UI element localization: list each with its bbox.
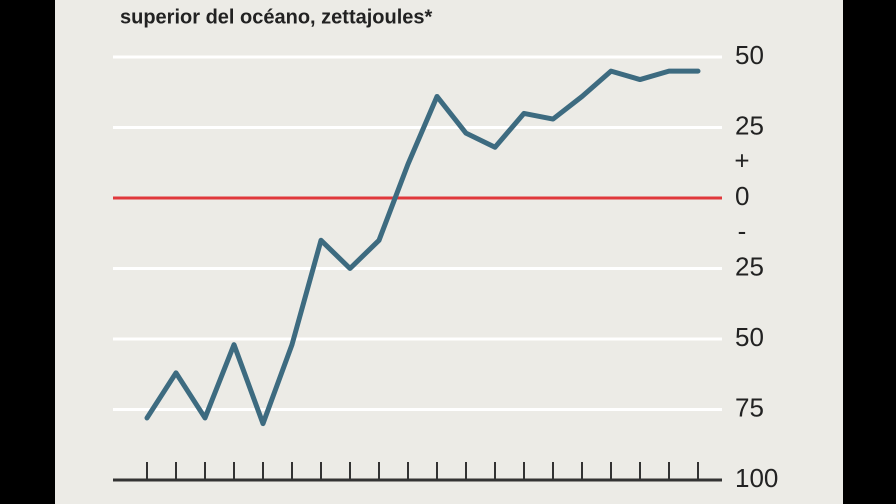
y-tick-label: 50 [735, 40, 764, 70]
annotation: + [734, 146, 749, 176]
chart-background [55, 0, 843, 504]
y-tick-label: 75 [735, 392, 764, 422]
y-tick-label: 100 [735, 463, 778, 493]
y-tick-label: 25 [735, 251, 764, 281]
annotation: - [738, 216, 747, 246]
chart-title: superior del océano, zettajoules* [120, 6, 433, 28]
y-tick-label: 50 [735, 322, 764, 352]
y-tick-label: 25 [735, 110, 764, 140]
data-line [144, 68, 701, 427]
y-tick-label: 0 [735, 181, 749, 211]
